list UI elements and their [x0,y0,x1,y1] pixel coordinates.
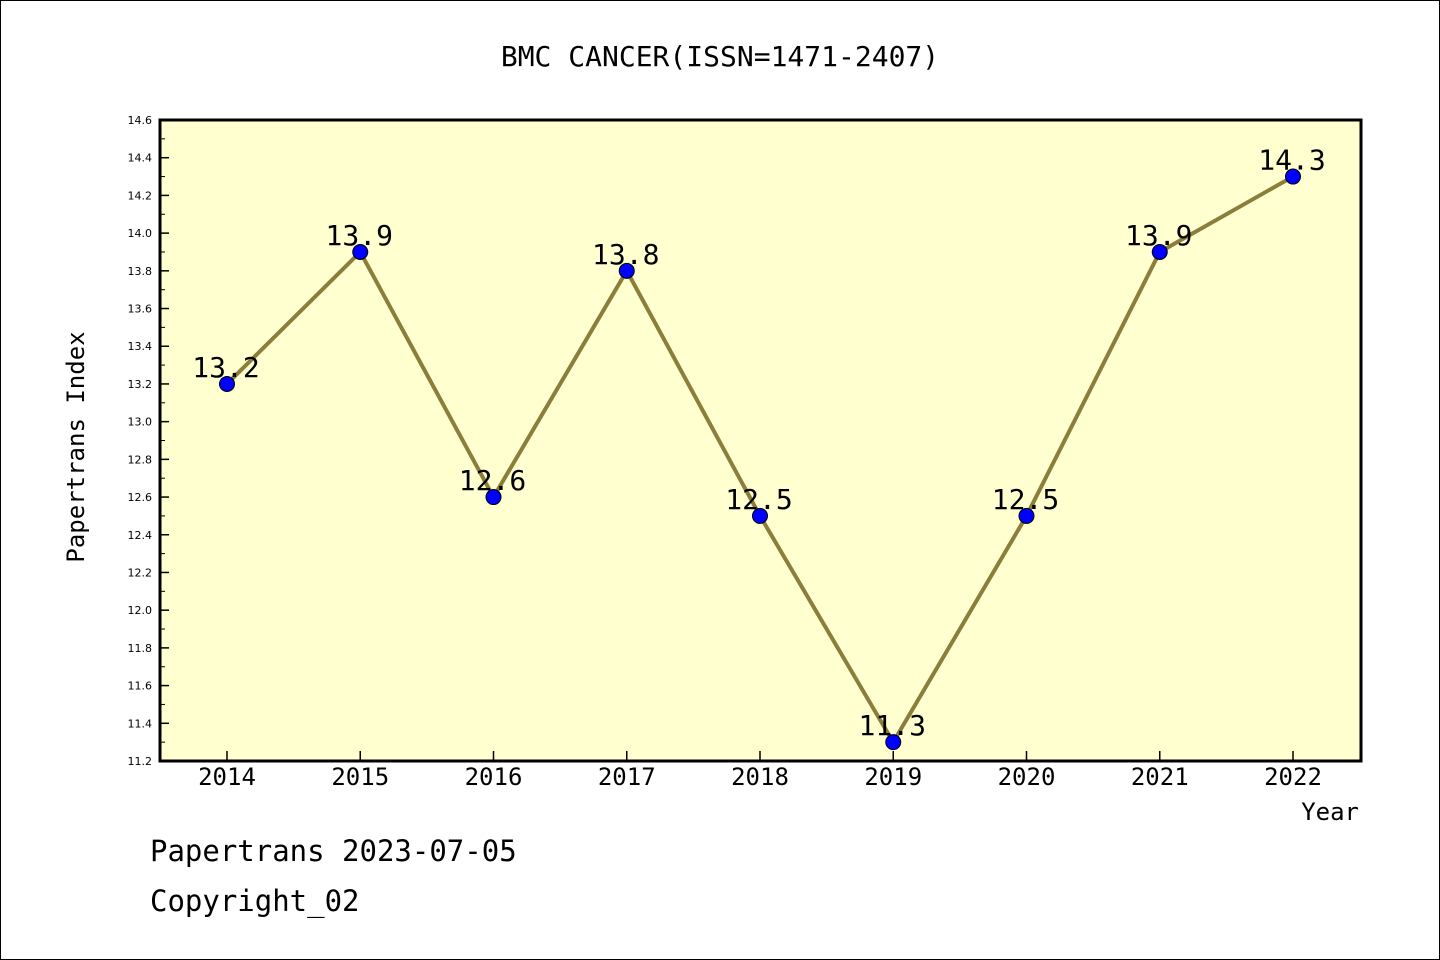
data-point [352,243,369,260]
x-tick-label: 2020 [998,763,1056,791]
data-point [885,734,902,751]
y-tick-label: 11.2 [128,755,153,768]
data-label: 12.5 [725,483,792,516]
y-tick-label: 11.4 [128,717,153,730]
y-tick-label: 14.0 [128,227,153,240]
x-tick-label: 2021 [1131,763,1189,791]
y-tick-label: 11.8 [128,642,153,655]
data-label: 13.2 [192,351,259,384]
y-tick-label: 13.8 [128,265,153,278]
y-tick-label: 12.8 [128,453,153,466]
footer-date: Papertrans 2023-07-05 [150,834,517,868]
data-points [219,168,1301,751]
x-tick-label: 2022 [1264,763,1322,791]
data-label: 13.9 [326,219,393,252]
data-point [1018,507,1035,524]
x-tick-label: 2019 [864,763,922,791]
y-tick-label: 14.6 [128,114,153,127]
y-tick-label: 13.0 [128,416,153,429]
x-tick-label: 2017 [598,763,656,791]
y-tick-label: 13.2 [128,378,153,391]
data-point [219,375,235,392]
footer-copyright: Copyright_02 [150,884,360,918]
x-tick-label: 2018 [731,763,789,791]
y-tick-label: 12.6 [128,491,153,504]
x-axis-label: Year [1301,798,1359,826]
data-label: 11.3 [859,709,926,742]
x-tick-label: 2014 [198,763,256,791]
data-point [752,507,768,524]
data-point [485,489,502,506]
y-tick-label: 14.2 [128,189,153,202]
chart-title: BMC CANCER(ISSN=1471-2407) [501,40,939,73]
y-tick-label: 11.6 [128,680,153,693]
data-label: 12.5 [992,483,1059,516]
y-tick-label: 12.0 [128,604,153,617]
y-tick-label: 14.4 [128,152,153,165]
plot-area [160,120,1361,761]
x-tick-label: 2016 [465,763,523,791]
y-axis-label: Papertrans Index [62,331,90,562]
y-tick-label: 13.4 [128,340,153,353]
data-label: 14.3 [1258,144,1325,177]
x-tick-label: 2015 [331,763,389,791]
data-label: 12.6 [459,464,526,497]
y-tick-label: 12.2 [128,566,153,579]
data-point [1151,243,1168,260]
y-tick-label: 13.6 [128,303,153,316]
data-point [618,262,635,279]
data-point [1285,168,1301,185]
plot-border [158,118,1363,763]
y-tick-label: 12.4 [128,529,153,542]
data-labels: 13.2 13.9 12.6 13.8 12.5 11.3 12.5 13.9 14.3 [192,144,1325,743]
data-label: 13.9 [1125,219,1192,252]
x-axis-ticks: 2014 2015 2016 2017 2018 2019 2020 2021 2022 [198,751,1322,791]
data-label: 13.8 [592,238,659,271]
